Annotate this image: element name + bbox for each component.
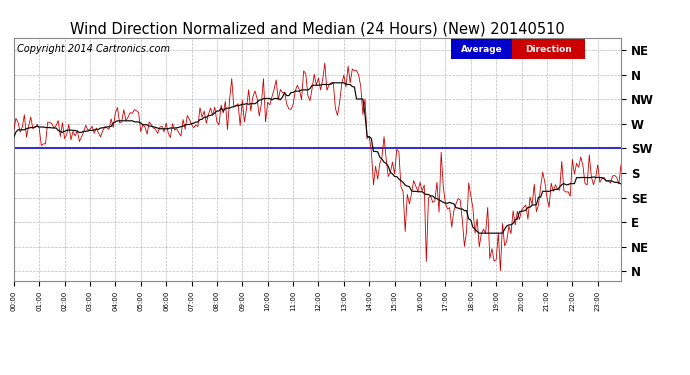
Text: Average: Average — [460, 45, 502, 54]
Title: Wind Direction Normalized and Median (24 Hours) (New) 20140510: Wind Direction Normalized and Median (24… — [70, 21, 565, 36]
Text: Direction: Direction — [525, 45, 571, 54]
FancyBboxPatch shape — [451, 39, 512, 59]
Text: Copyright 2014 Cartronics.com: Copyright 2014 Cartronics.com — [17, 44, 170, 54]
FancyBboxPatch shape — [512, 39, 584, 59]
